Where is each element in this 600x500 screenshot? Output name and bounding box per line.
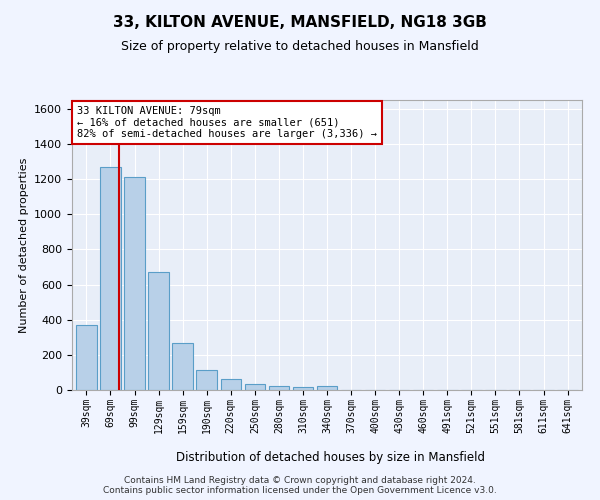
Bar	[221, 378, 241, 390]
Bar	[76, 325, 97, 390]
Bar	[172, 344, 193, 390]
Bar	[317, 386, 337, 390]
Bar	[293, 388, 313, 390]
Text: Size of property relative to detached houses in Mansfield: Size of property relative to detached ho…	[121, 40, 479, 53]
Bar	[100, 167, 121, 390]
Text: Contains HM Land Registry data © Crown copyright and database right 2024.
Contai: Contains HM Land Registry data © Crown c…	[103, 476, 497, 495]
Bar	[196, 370, 217, 390]
Text: Distribution of detached houses by size in Mansfield: Distribution of detached houses by size …	[176, 451, 485, 464]
Text: 33 KILTON AVENUE: 79sqm
← 16% of detached houses are smaller (651)
82% of semi-d: 33 KILTON AVENUE: 79sqm ← 16% of detache…	[77, 106, 377, 139]
Bar	[245, 384, 265, 390]
Bar	[148, 272, 169, 390]
Y-axis label: Number of detached properties: Number of detached properties	[19, 158, 29, 332]
Text: 33, KILTON AVENUE, MANSFIELD, NG18 3GB: 33, KILTON AVENUE, MANSFIELD, NG18 3GB	[113, 15, 487, 30]
Bar	[269, 386, 289, 390]
Bar	[124, 178, 145, 390]
